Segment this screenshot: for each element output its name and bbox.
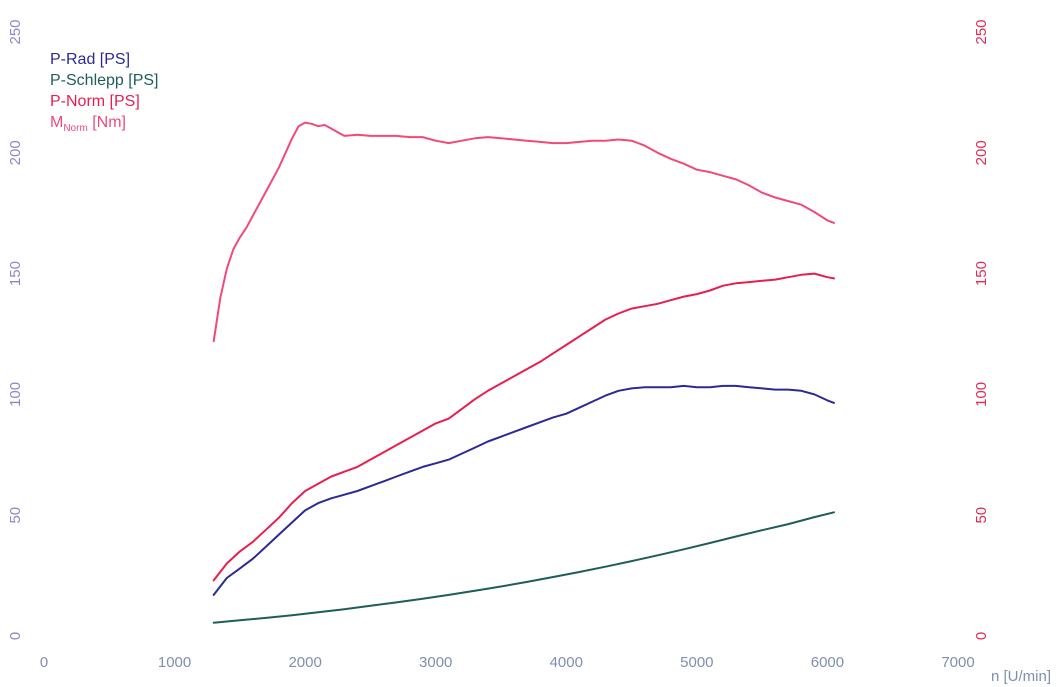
x-tick-label: 5000 [680,654,713,671]
y-right-tick-label: 50 [973,507,990,524]
x-tick-label: 3000 [419,654,452,671]
series-line [212,511,835,624]
x-axis: 0 1000 2000 3000 4000 5000 6000 7000 [40,654,975,671]
legend: P-Rad [PS] P-Schlepp [PS] P-Norm [PS] MNorm… [50,51,159,134]
y-left-tick-label: 250 [7,19,24,44]
x-axis-label: n [U/min] [991,668,1051,685]
y-right-tick-label: 200 [973,140,990,165]
series-line [212,121,835,343]
series-layer [212,121,835,624]
x-tick-label: 1000 [158,654,191,671]
legend-entry: P-Schlepp [PS] [50,72,159,89]
series-line [212,272,835,582]
y-left-tick-label: 0 [7,632,24,640]
legend-entry: P-Rad [PS] [50,51,130,68]
x-tick-label: 6000 [811,654,844,671]
x-tick-label: 4000 [550,654,583,671]
series-line [212,384,835,596]
x-tick-label: 2000 [288,654,321,671]
y-axis-right: 0 50 100 150 200 250 [973,19,990,640]
y-right-tick-label: 150 [973,261,990,286]
y-left-tick-label: 50 [7,507,24,524]
legend-entry: P-Norm [PS] [50,93,140,110]
x-tick-label: 0 [40,654,48,671]
y-right-tick-label: 0 [973,632,990,640]
y-left-tick-label: 200 [7,140,24,165]
y-right-tick-label: 250 [973,19,990,44]
y-left-tick-label: 150 [7,261,24,286]
y-axis-left: 0 50 100 150 200 250 [7,19,24,640]
legend-entry: MNorm [Nm] [50,114,126,134]
x-tick-label: 7000 [941,654,974,671]
y-right-tick-label: 100 [973,382,990,407]
y-left-tick-label: 100 [7,382,24,407]
